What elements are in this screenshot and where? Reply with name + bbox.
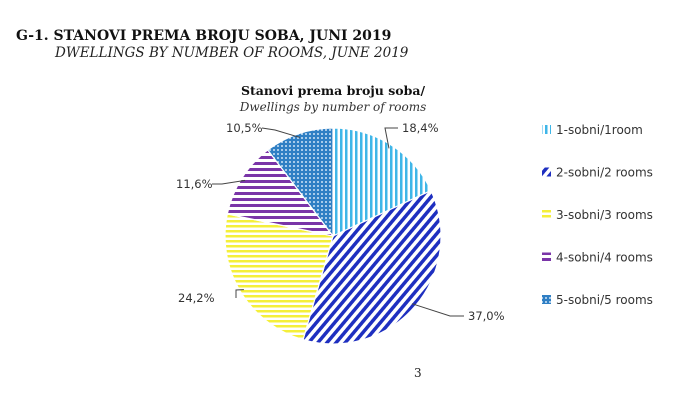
pie-slice-3	[224, 213, 334, 341]
pie-slice-2	[302, 189, 442, 345]
data-label: 24,2%	[178, 291, 215, 305]
legend-label: 4-sobni/4 rooms	[556, 251, 653, 265]
data-label: 10,5%	[226, 121, 263, 135]
legend-label: 2-sobni/2 rooms	[556, 166, 653, 180]
legend-label: 1-sobni/1room	[556, 123, 643, 137]
legend-label: 3-sobni/3 rooms	[556, 208, 653, 222]
pie-slice-5	[266, 127, 334, 238]
legend-swatch	[542, 252, 551, 262]
legend-item: 4-sobni/4 rooms	[542, 251, 653, 265]
leader-line	[212, 179, 246, 185]
data-label: 18,4%	[402, 121, 439, 135]
legend-swatch	[542, 125, 551, 134]
legend-label: 5-sobni/5 rooms	[556, 293, 653, 307]
figure-subtitle: DWELLINGS BY NUMBER OF ROOMS, JUNE 2019	[55, 45, 409, 61]
leader-line	[261, 127, 300, 138]
legend-item: 5-sobni/5 rooms	[542, 293, 653, 307]
legend-item: 2-sobni/2 rooms	[542, 166, 653, 180]
pie-slice-1	[332, 127, 432, 237]
leader-line	[384, 127, 398, 149]
legend-item: 3-sobni/3 rooms	[542, 208, 653, 222]
legend-swatch	[542, 295, 551, 304]
legend-swatch	[542, 210, 551, 219]
data-label: 11,6%	[176, 177, 213, 191]
legend-item: 1-sobni/1room	[542, 123, 643, 137]
leader-line	[411, 303, 464, 317]
data-label: 37,0%	[468, 309, 505, 323]
leader-line	[235, 289, 244, 298]
page-number: 3	[414, 366, 422, 380]
figure-title: G-1. STANOVI PREMA BROJU SOBA, JUNI 2019	[16, 28, 392, 44]
chart-title: Stanovi prema broju soba/	[241, 83, 425, 98]
legend-swatch	[542, 167, 551, 177]
pie-slice-4	[226, 149, 335, 237]
chart-subtitle: Dwellings by number of rooms	[239, 100, 427, 114]
